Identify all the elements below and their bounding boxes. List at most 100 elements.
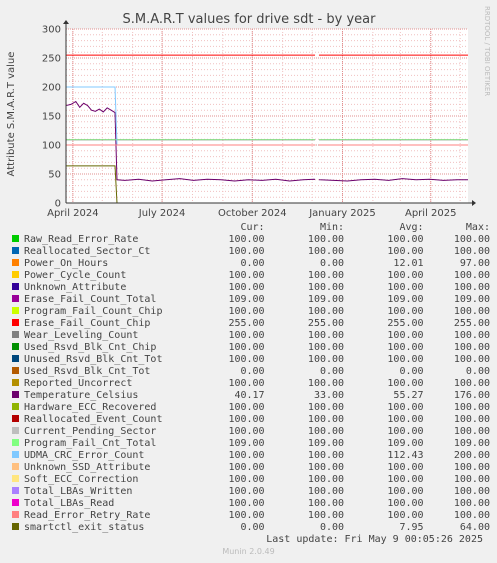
legend-label-cell: Unused_Rsvd_Blk_Cnt_Tot <box>12 354 213 366</box>
legend-max-value: 100.00 <box>453 378 490 389</box>
legend-max-value: 100.00 <box>453 414 490 425</box>
legend-label: Reallocated_Event_Count <box>24 414 163 425</box>
legend-max-value: 100.00 <box>453 306 490 317</box>
legend-min-value: 100.00 <box>307 414 345 425</box>
y-tick-label: 150 <box>42 112 61 123</box>
legend-label-cell: Unknown_SSD_Attribute <box>12 462 213 474</box>
legend-max-value: 176.00 <box>453 390 490 401</box>
legend-max-value: 200.00 <box>453 450 490 461</box>
legend-swatch <box>12 415 19 422</box>
legend-label: Power_Cycle_Count <box>24 270 127 281</box>
legend-cur-value: 100.00 <box>228 246 265 257</box>
legend-label-cell: Used_Rsvd_Blk_Cnt_Chip <box>12 342 213 354</box>
legend-avg-value: 255.00 <box>387 318 424 329</box>
legend-label-cell: Read_Error_Retry_Rate <box>12 510 213 522</box>
legend-max-value: 100.00 <box>453 342 490 353</box>
legend-min-value: 100.00 <box>307 474 345 485</box>
legend-label-cell: Reported_Uncorrect <box>12 378 213 390</box>
legend-cur-value: 100.00 <box>228 486 265 497</box>
legend-label-cell: Temperature_Celsius <box>12 390 213 402</box>
x-tick-label: October 2024 <box>218 208 287 219</box>
legend-min-value: 109.00 <box>307 294 345 305</box>
legend-max-value: 100.00 <box>453 498 490 509</box>
legend-row: Unknown_SSD_Attribute 100.00 100.00 100.00 1… <box>12 462 490 474</box>
y-tick-label: 100 <box>42 141 61 152</box>
legend-swatch <box>12 523 19 530</box>
legend-row: smartctl_exit_status 0.00 0.00 7.95 64.00 <box>12 522 490 534</box>
x-tick-label: July 2024 <box>138 208 186 219</box>
legend-row: Program_Fail_Count_Chip 100.00 100.00 100.0… <box>12 306 490 318</box>
y-tick-label: 300 <box>42 25 61 36</box>
legend-avg-value: 7.95 <box>399 522 424 533</box>
legend-row: Erase_Fail_Count_Total 109.00 109.00 109.00… <box>12 294 490 306</box>
legend-cur-value: 100.00 <box>228 270 265 281</box>
legend-label: Raw_Read_Error_Rate <box>24 234 139 245</box>
legend-swatch <box>12 247 19 254</box>
x-axis-arrow <box>472 200 476 206</box>
legend-max-value: 100.00 <box>453 270 490 281</box>
legend-swatch <box>12 307 19 314</box>
legend-cur-value: 109.00 <box>228 294 265 305</box>
legend-label-header <box>12 222 213 234</box>
legend-max-value: 0.00 <box>465 366 490 377</box>
legend-min-header: Min: <box>319 222 345 233</box>
x-tick-label: April 2025 <box>405 208 456 219</box>
legend-swatch <box>12 367 19 374</box>
legend-label: Used_Rsvd_Blk_Cnt_Tot <box>24 366 151 377</box>
legend-min-value: 100.00 <box>307 498 345 509</box>
legend-min-value: 0.00 <box>319 258 345 269</box>
legend-max-value: 100.00 <box>453 486 490 497</box>
legend-max-value: 100.00 <box>453 354 490 365</box>
legend-row: Hardware_ECC_Recovered 100.00 100.00 100.00… <box>12 402 490 414</box>
legend-min-value: 100.00 <box>307 426 345 437</box>
legend-avg-value: 112.43 <box>387 450 424 461</box>
legend-label-cell: Erase_Fail_Count_Total <box>12 294 213 306</box>
legend-max-value: 97.00 <box>459 258 490 269</box>
legend-max-value: 100.00 <box>453 234 490 245</box>
legend-label-cell: Power_Cycle_Count <box>12 270 213 282</box>
legend-label: Unused_Rsvd_Blk_Cnt_Tot <box>24 354 163 365</box>
legend-min-value: 100.00 <box>307 342 345 353</box>
legend-swatch <box>12 499 19 506</box>
legend-avg-value: 100.00 <box>387 414 424 425</box>
legend-avg-value: 100.00 <box>387 342 424 353</box>
legend-avg-value: 100.00 <box>387 474 424 485</box>
x-tick-label: January 2025 <box>308 208 376 219</box>
legend-swatch <box>12 283 19 290</box>
legend-swatch <box>12 403 19 410</box>
legend-avg-value: 109.00 <box>387 438 424 449</box>
legend-max-value: 64.00 <box>459 522 490 533</box>
legend-min-value: 100.00 <box>307 378 345 389</box>
legend-min-value: 100.00 <box>307 450 345 461</box>
legend-label-cell: smartctl_exit_status <box>12 522 213 534</box>
legend-min-value: 100.00 <box>307 330 345 341</box>
smart-values-chart: 0 50 100 150 200 250 300 April 2024 July 2024 Oct… <box>0 0 497 220</box>
legend-swatch <box>12 427 19 434</box>
legend-avg-value: 100.00 <box>387 378 424 389</box>
legend-cur-value: 100.00 <box>228 282 265 293</box>
legend-row: Power_Cycle_Count 100.00 100.00 100.00 100.0… <box>12 270 490 282</box>
legend-label: Total_LBAs_Written <box>24 486 133 497</box>
legend-swatch <box>12 343 19 350</box>
legend-cur-value: 100.00 <box>228 474 265 485</box>
legend-cur-value: 100.00 <box>228 402 265 413</box>
y-axis-arrow <box>63 20 69 24</box>
series-line <box>318 178 468 182</box>
legend-min-value: 100.00 <box>307 282 345 293</box>
legend-row: Read_Error_Retry_Rate 100.00 100.00 100.00 1… <box>12 510 490 522</box>
legend-avg-value: 109.00 <box>387 294 424 305</box>
legend-swatch <box>12 511 19 518</box>
legend-label-cell: Reallocated_Sector_Ct <box>12 246 213 258</box>
legend-row: UDMA_CRC_Error_Count 100.00 100.00 112.43 20… <box>12 450 490 462</box>
legend-min-value: 33.00 <box>313 390 345 401</box>
legend-cur-value: 100.00 <box>228 234 265 245</box>
legend-row: Current_Pending_Sector 100.00 100.00 100.00… <box>12 426 490 438</box>
legend-row: Used_Rsvd_Blk_Cnt_Chip 100.00 100.00 100.00… <box>12 342 490 354</box>
legend-label: Read_Error_Retry_Rate <box>24 510 151 521</box>
legend-swatch <box>12 259 19 266</box>
legend-max-value: 109.00 <box>453 438 490 449</box>
legend-label: Wear_Leveling_Count <box>24 330 139 341</box>
legend-min-value: 100.00 <box>307 486 345 497</box>
legend-row: Wear_Leveling_Count 100.00 100.00 100.00 100… <box>12 330 490 342</box>
legend-row: Reallocated_Event_Count 100.00 100.00 100.0… <box>12 414 490 426</box>
